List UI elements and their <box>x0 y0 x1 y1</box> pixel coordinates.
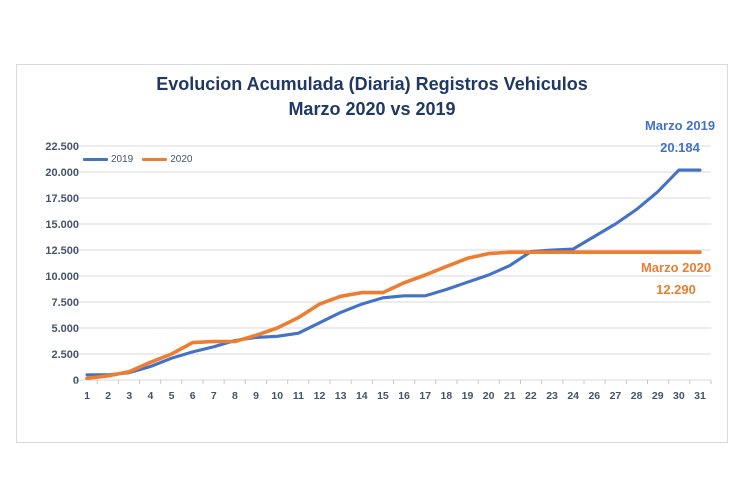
chart-legend: 2019 2020 <box>83 154 193 165</box>
legend-swatch-2019 <box>83 158 108 161</box>
annotation-marzo-2020: Marzo 2020 12.290 <box>628 257 724 301</box>
annotation-marzo-2019-label: Marzo 2019 <box>644 118 716 133</box>
legend-label-2020: 2020 <box>170 154 193 165</box>
annotation-marzo-2020-label: Marzo 2020 <box>640 260 712 275</box>
annotation-marzo-2019-value: 20.184 <box>660 140 700 155</box>
annotation-marzo-2019: Marzo 2019 20.184 <box>632 115 728 159</box>
chart-title-line1: Evolucion Acumulada (Diaria) Registros V… <box>156 74 588 94</box>
legend-swatch-2020 <box>142 158 168 161</box>
legend-item-2020: 2020 <box>142 154 193 165</box>
annotation-marzo-2020-value: 12.290 <box>656 282 696 297</box>
legend-item-2019: 2019 <box>83 154 133 165</box>
legend-label-2019: 2019 <box>111 154 134 165</box>
chart-title: Evolucion Acumulada (Diaria) Registros V… <box>16 72 728 122</box>
chart-title-line2: Marzo 2020 vs 2019 <box>288 99 456 119</box>
